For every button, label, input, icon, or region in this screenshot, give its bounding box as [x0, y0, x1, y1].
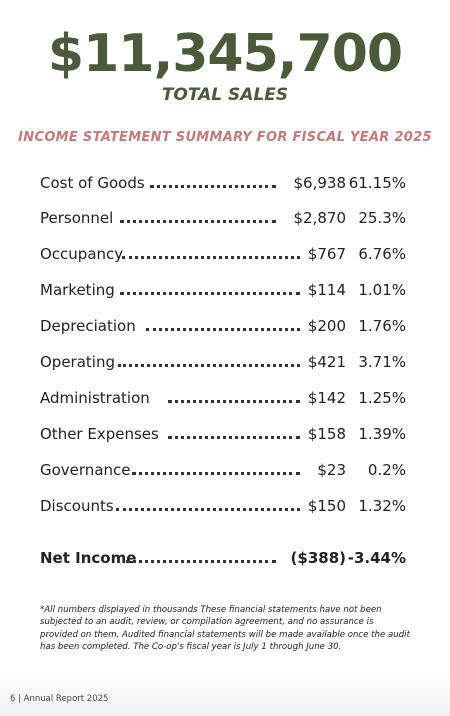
- line-item-amount: $6,938: [293, 174, 347, 192]
- line-item: Discounts $150 1.32%: [40, 495, 406, 517]
- total-sales-label: TOTAL SALES: [161, 85, 289, 105]
- line-item-amount: $767: [307, 245, 346, 263]
- page-footer: 6 | Annual Report 2025: [10, 694, 109, 704]
- line-item-percent: 1.32%: [358, 497, 406, 515]
- line-item-percent: 1.25%: [358, 389, 406, 407]
- line-item: Operating $421 3.71%: [40, 351, 406, 373]
- dot-leader: [146, 324, 300, 331]
- line-item: Other Expenses $158 1.39%: [40, 423, 406, 445]
- line-item-label: Cost of Goods: [40, 174, 145, 192]
- line-item-amount: $23: [317, 461, 346, 479]
- line-item: Marketing $114 1.01%: [40, 279, 406, 301]
- dot-leader: [168, 396, 300, 403]
- line-item-percent: 1.01%: [358, 281, 406, 299]
- line-item: Administration $142 1.25%: [40, 387, 406, 409]
- dot-leader: [132, 468, 300, 475]
- dot-leader: [120, 216, 276, 223]
- line-item-label: Personnel: [40, 209, 114, 227]
- line-item-percent: 1.39%: [358, 425, 406, 443]
- line-item-amount: $2,870: [293, 209, 347, 227]
- line-item: Governance $23 0.2%: [40, 459, 406, 481]
- line-item-amount: $150: [307, 497, 346, 515]
- footer-band: [0, 676, 450, 716]
- net-income-percent: -3.44%: [347, 549, 406, 567]
- line-item-percent: 25.3%: [358, 209, 406, 227]
- line-item-label: Depreciation: [40, 317, 136, 335]
- statement-title: INCOME STATEMENT SUMMARY FOR FISCAL YEAR…: [18, 130, 432, 145]
- line-item: Occupancy $767 6.76%: [40, 243, 406, 265]
- total-sales-amount: $11,345,700: [47, 24, 403, 84]
- line-item-percent: 1.76%: [358, 317, 406, 335]
- line-item-label: Governance: [40, 461, 131, 479]
- line-item-percent: 6.76%: [358, 245, 406, 263]
- line-item-percent: 0.2%: [367, 461, 406, 479]
- dot-leader: [120, 288, 300, 295]
- dot-leader: [118, 360, 300, 367]
- line-item: Depreciation $200 1.76%: [40, 315, 406, 337]
- dot-leader: [122, 252, 300, 259]
- line-item-amount: $421: [307, 353, 346, 371]
- dot-leader: [126, 556, 276, 563]
- line-item: Cost of Goods $6,938 61.15%: [40, 172, 406, 194]
- line-item-label: Operating: [40, 353, 115, 371]
- line-item-label: Other Expenses: [40, 425, 159, 443]
- line-item-amount: $142: [307, 389, 346, 407]
- line-item: Personnel $2,870 25.3%: [40, 207, 406, 229]
- line-item-amount: $114: [307, 281, 346, 299]
- dot-leader: [150, 181, 276, 188]
- line-item-percent: 3.71%: [358, 353, 406, 371]
- net-income-amount: ($388): [290, 549, 346, 567]
- line-item-amount: $200: [307, 317, 346, 335]
- net-income-label: Net Income: [40, 549, 137, 567]
- footnote: *All numbers displayed in thousands Thes…: [40, 605, 410, 653]
- line-item-label: Administration: [40, 389, 150, 407]
- line-item-percent: 61.15%: [348, 174, 406, 192]
- line-item-amount: $158: [307, 425, 346, 443]
- dot-leader: [168, 432, 300, 439]
- line-item-label: Marketing: [40, 281, 115, 299]
- line-item-label: Discounts: [40, 497, 114, 515]
- dot-leader: [116, 504, 300, 511]
- line-item-label: Occupancy: [40, 245, 124, 263]
- net-income-row: Net Income ($388) -3.44%: [40, 547, 406, 569]
